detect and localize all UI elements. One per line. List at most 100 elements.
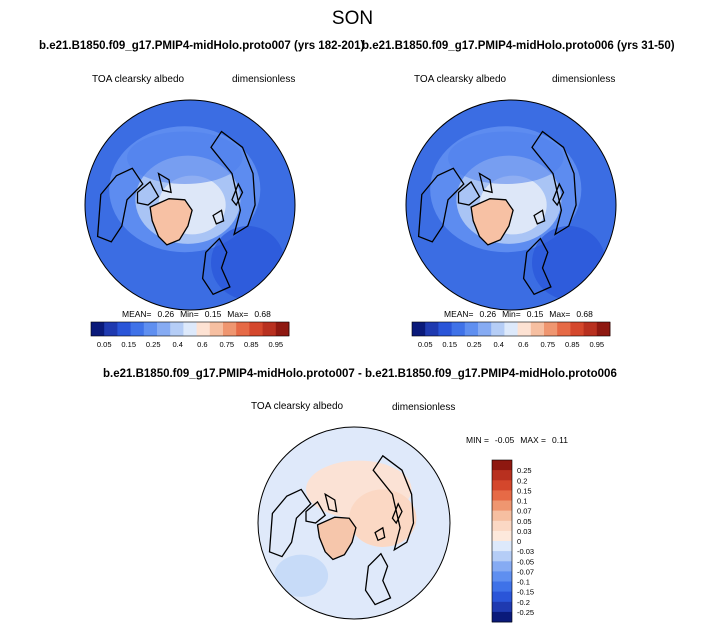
colorbar-diff-swatch-1	[492, 470, 512, 481]
colorbar-diff: 0.250.20.150.10.070.050.030-0.03-0.05-0.…	[491, 459, 534, 623]
colorbar-left-swatch-8	[196, 322, 211, 336]
panel-left-stats: MEAN= 0.26 Min= 0.15 Max= 0.68	[122, 309, 271, 319]
colorbar-left-tick-6: 0.85	[244, 340, 259, 349]
coastline-1	[457, 180, 481, 206]
coastline-3	[417, 167, 465, 243]
panel-diff-variable: TOA clearsky albedo	[251, 401, 344, 412]
colorbar-right-tick-6: 0.85	[565, 340, 580, 349]
coastline-5	[372, 454, 415, 552]
colorbar-left: 0.05 0.15 0.25 0.4 0.6 0.75 0.85 0.95	[90, 321, 290, 349]
colorbar-diff-swatch-2	[492, 480, 512, 491]
panel-left-units: dimensionless	[232, 74, 296, 85]
panel-right-variable: TOA clearsky albedo	[414, 74, 507, 85]
coastline-0	[149, 198, 193, 246]
season-title: SON	[331, 8, 374, 29]
colorbar-right-tick-3: 0.4	[493, 340, 503, 349]
coastline-7	[391, 502, 403, 525]
panel-diff-title: b.e21.B1850.f09_g17.PMIP4-midHolo.proto0…	[103, 368, 617, 380]
colorbar-diff-tick-8: -0.03	[517, 547, 534, 556]
map-boundary	[257, 426, 451, 620]
coastline-7	[231, 182, 244, 207]
colorbar-left-swatch-3	[130, 322, 145, 336]
colorbar-diff-swatch-5	[492, 510, 512, 522]
colorbar-diff-tick-3: 0.1	[517, 497, 527, 506]
colorbar-left-tick-3: 0.4	[172, 340, 182, 349]
coastline-3	[268, 488, 312, 558]
coastline-6	[533, 209, 546, 225]
colorbar-left-tick-5: 0.75	[219, 340, 234, 349]
colorbar-left-tick-4: 0.6	[197, 340, 207, 349]
colorbar-diff-tick-10: -0.07	[517, 567, 534, 576]
colorbar-left-tick-2: 0.25	[146, 340, 161, 349]
colorbar-right-tick-1: 0.15	[442, 340, 457, 349]
colorbar-right-swatch-14	[596, 322, 611, 336]
coastline-4	[522, 237, 552, 296]
colorbar-right-swatch-1	[425, 322, 439, 336]
colorbar-diff-tick-12: -0.15	[517, 588, 534, 597]
colorbar-diff-tick-13: -0.2	[517, 598, 530, 607]
colorbar-left-tick-0: 0.05	[97, 340, 112, 349]
colorbar-diff-swatch-6	[492, 520, 512, 532]
map-boundary	[405, 99, 617, 311]
colorbar-right-tick-0: 0.05	[418, 340, 433, 349]
colorbar-right-tick-2: 0.25	[467, 340, 482, 349]
colorbar-diff-swatch-3	[492, 490, 512, 501]
colorbar-diff-swatch-4	[492, 500, 512, 511]
colorbar-right-swatch-4	[464, 322, 479, 336]
colorbar-diff-tick-7: 0	[517, 537, 521, 546]
colorbar-left-swatch-13	[262, 322, 277, 336]
colorbar-diff-swatch-7	[492, 530, 512, 542]
colorbar-diff-tick-14: -0.25	[517, 608, 534, 617]
colorbar-left-swatch-4	[143, 322, 158, 336]
panel-left-variable: TOA clearsky albedo	[92, 74, 185, 85]
colorbar-diff-tick-4: 0.07	[517, 507, 532, 516]
map-right	[405, 99, 617, 311]
colorbar-diff-swatch-14	[492, 601, 512, 613]
coastline-5	[531, 130, 577, 236]
colorbar-left-swatch-2	[117, 322, 131, 336]
colorbar-left-swatch-11	[236, 322, 250, 336]
colorbar-right-swatch-0	[412, 322, 426, 336]
colorbar-right-swatch-5	[478, 322, 492, 336]
greenland-ice-field	[150, 198, 193, 245]
coastline-6	[212, 209, 225, 225]
panel-right-stats: MEAN= 0.26 Min= 0.15 Max= 0.68	[444, 309, 593, 319]
coastline-4	[364, 552, 392, 606]
colorbar-left-swatch-14	[275, 322, 290, 336]
colorbar-left-swatch-12	[249, 322, 263, 336]
colorbar-diff-swatch-9	[492, 551, 512, 562]
colorbar-diff-tick-2: 0.15	[517, 486, 532, 495]
colorbar-diff-tick-0: 0.25	[517, 466, 532, 475]
colorbar-diff-tick-1: 0.2	[517, 476, 527, 485]
colorbar-right-swatch-11	[557, 322, 571, 336]
colorbar-diff-swatch-12	[492, 581, 512, 592]
colorbar-left-swatch-10	[223, 322, 237, 336]
colorbar-left-swatch-0	[91, 322, 105, 336]
colorbar-left-tick-7: 0.95	[268, 340, 283, 349]
map-boundary	[84, 99, 296, 311]
colorbar-right-swatch-9	[530, 322, 545, 336]
map-left	[84, 99, 296, 311]
colorbar-left-swatch-9	[209, 322, 224, 336]
colorbar-right-swatch-3	[451, 322, 466, 336]
colorbar-left-swatch-5	[157, 322, 171, 336]
coastline-2	[478, 172, 493, 194]
colorbar-diff-swatch-11	[492, 571, 512, 582]
colorbar-right-swatch-6	[491, 322, 505, 336]
colorbar-right-swatch-7	[504, 322, 518, 336]
coastline-5	[210, 130, 256, 236]
colorbar-diff-tick-5: 0.05	[517, 517, 532, 526]
coastline-1	[136, 180, 160, 206]
coastline-7	[552, 182, 565, 207]
greenland-ice-field	[471, 198, 514, 245]
panel-left-title: b.e21.B1850.f09_g17.PMIP4-midHolo.proto0…	[39, 40, 365, 52]
coastline-0	[470, 198, 514, 246]
colorbar-right-swatch-2	[438, 322, 452, 336]
colorbar-right: 0.05 0.15 0.25 0.4 0.6 0.75 0.85 0.95	[411, 321, 611, 349]
coastline-2	[157, 172, 172, 194]
panel-right-units: dimensionless	[552, 74, 616, 85]
coastline-1	[305, 500, 327, 524]
coastline-6	[374, 526, 386, 542]
panel-diff-units: dimensionless	[392, 402, 456, 413]
